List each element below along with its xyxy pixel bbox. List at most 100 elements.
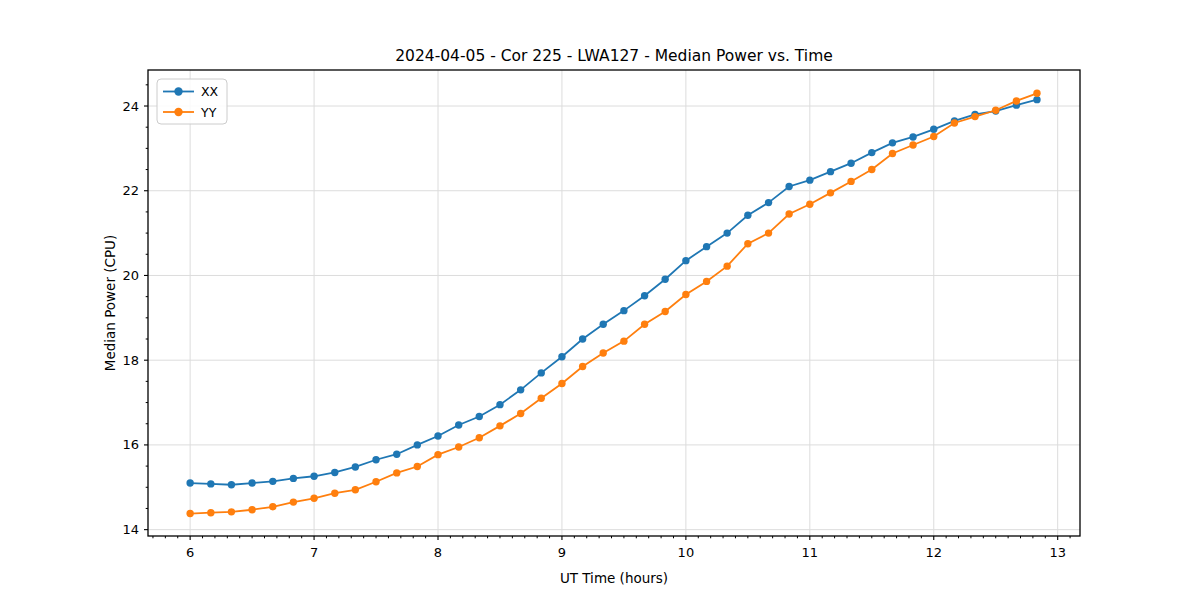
data-point xyxy=(992,107,999,114)
data-point xyxy=(331,469,338,476)
data-point xyxy=(682,257,689,264)
x-axis-label: UT Time (hours) xyxy=(148,570,1080,586)
plot-border xyxy=(148,70,1080,536)
data-point xyxy=(889,150,896,157)
data-point xyxy=(372,456,379,463)
line-chart-canvas: 678910111213141618202224XXYY xyxy=(0,0,1200,600)
data-point xyxy=(703,278,710,285)
data-point xyxy=(393,451,400,458)
data-point xyxy=(476,413,483,420)
data-point xyxy=(476,434,483,441)
data-point xyxy=(186,510,193,517)
minor-ticks xyxy=(146,85,1070,538)
series-XX xyxy=(186,96,1040,488)
chart-title: 2024-04-05 - Cor 225 - LWA127 - Median P… xyxy=(148,47,1080,65)
data-point xyxy=(600,320,607,327)
data-point xyxy=(248,506,255,513)
data-point xyxy=(228,481,235,488)
data-point xyxy=(620,337,627,344)
data-point xyxy=(207,509,214,516)
data-point xyxy=(455,443,462,450)
data-point xyxy=(248,479,255,486)
x-tick-label: 10 xyxy=(678,545,695,560)
data-point xyxy=(827,168,834,175)
data-point xyxy=(414,441,421,448)
x-tick-label: 13 xyxy=(1049,545,1066,560)
x-tick-label: 12 xyxy=(925,545,942,560)
data-point xyxy=(930,133,937,140)
data-point xyxy=(1033,90,1040,97)
data-point xyxy=(765,229,772,236)
data-point xyxy=(641,320,648,327)
data-point xyxy=(455,421,462,428)
data-point xyxy=(393,469,400,476)
data-point xyxy=(827,189,834,196)
data-point xyxy=(186,479,193,486)
data-point xyxy=(1033,96,1040,103)
data-point xyxy=(703,243,710,250)
data-point xyxy=(331,490,338,497)
data-point xyxy=(641,292,648,299)
data-point xyxy=(847,160,854,167)
data-point xyxy=(290,475,297,482)
data-point xyxy=(909,133,916,140)
y-tick-label: 14 xyxy=(122,522,139,537)
data-point xyxy=(538,369,545,376)
legend-label: XX xyxy=(201,84,219,99)
tick-labels: 678910111213141618202224 xyxy=(122,99,1066,560)
data-point xyxy=(971,113,978,120)
data-point xyxy=(496,422,503,429)
legend: XXYY xyxy=(157,79,227,124)
data-point xyxy=(723,262,730,269)
data-point xyxy=(414,463,421,470)
data-point xyxy=(682,291,689,298)
data-point xyxy=(558,353,565,360)
data-point xyxy=(579,363,586,370)
data-point xyxy=(538,395,545,402)
data-point xyxy=(372,478,379,485)
data-point xyxy=(744,240,751,247)
data-point xyxy=(744,212,751,219)
data-point xyxy=(352,486,359,493)
data-point xyxy=(765,199,772,206)
data-point xyxy=(806,176,813,183)
x-tick-label: 8 xyxy=(434,545,442,560)
data-point xyxy=(909,141,916,148)
gridlines xyxy=(148,70,1080,536)
data-point xyxy=(661,276,668,283)
data-point xyxy=(517,386,524,393)
data-point xyxy=(310,495,317,502)
x-tick-label: 7 xyxy=(310,545,318,560)
data-point xyxy=(1013,97,1020,104)
series-line xyxy=(190,100,1037,485)
data-point xyxy=(868,166,875,173)
data-point xyxy=(352,463,359,470)
data-point xyxy=(785,183,792,190)
data-point xyxy=(228,508,235,515)
y-tick-label: 22 xyxy=(122,183,139,198)
y-tick-label: 20 xyxy=(122,268,139,283)
data-point xyxy=(269,478,276,485)
data-point xyxy=(930,126,937,133)
data-point xyxy=(847,178,854,185)
series-YY xyxy=(186,90,1040,518)
data-point xyxy=(620,307,627,314)
series-line xyxy=(190,93,1037,513)
data-point xyxy=(310,473,317,480)
data-point xyxy=(579,335,586,342)
data-point xyxy=(517,410,524,417)
data-point xyxy=(434,451,441,458)
data-point xyxy=(806,201,813,208)
data-point xyxy=(600,349,607,356)
data-point xyxy=(661,308,668,315)
y-tick-label: 18 xyxy=(122,353,139,368)
data-point xyxy=(951,119,958,126)
y-tick-label: 24 xyxy=(122,99,139,114)
y-axis-label: Median Power (CPU) xyxy=(102,235,118,371)
data-point xyxy=(207,480,214,487)
legend-marker xyxy=(174,108,182,116)
data-point xyxy=(434,432,441,439)
data-point xyxy=(269,503,276,510)
data-point xyxy=(889,139,896,146)
legend-marker xyxy=(174,87,182,95)
